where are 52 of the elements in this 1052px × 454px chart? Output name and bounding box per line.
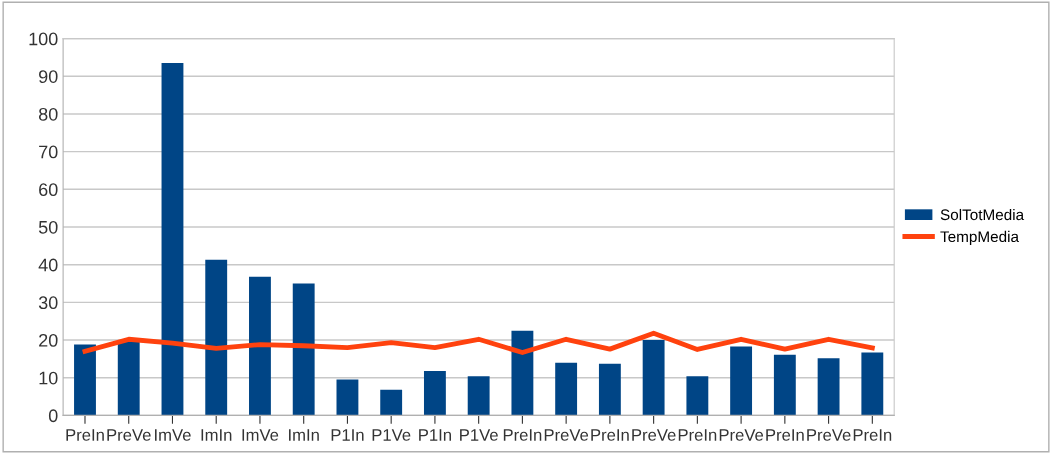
bar xyxy=(117,340,140,416)
y-tick-label: 80 xyxy=(38,107,58,121)
x-tick-label: PreIn xyxy=(766,429,804,441)
y-tick-label: 90 xyxy=(39,70,58,83)
x-tick-label: PreVe xyxy=(544,429,589,441)
bar xyxy=(423,370,446,416)
bar xyxy=(861,352,884,416)
x-tick-label: PreIn xyxy=(66,429,104,441)
x-tick-label: P1Ve xyxy=(460,429,498,441)
bar xyxy=(74,344,96,416)
x-tick-label: ImVe xyxy=(155,429,191,441)
bar xyxy=(817,358,840,416)
y-tick-label: 60 xyxy=(39,183,58,197)
x-tick-label: P1In xyxy=(419,429,451,441)
line-series xyxy=(82,330,875,355)
y-tick-label: 30 xyxy=(38,296,58,310)
x-tick-label: PreVe xyxy=(719,429,764,441)
bar xyxy=(161,63,184,416)
bar xyxy=(249,276,271,416)
y-tick-label: 50 xyxy=(38,220,58,234)
bar xyxy=(686,376,709,416)
legend-label: TempMedia xyxy=(940,230,1019,246)
bar xyxy=(555,362,578,416)
x-tick-label: ImIn xyxy=(201,429,232,441)
y-tick-label: 10 xyxy=(39,371,58,385)
bar xyxy=(205,259,228,416)
x-tick-label: ImIn xyxy=(289,429,319,441)
bar xyxy=(773,354,796,416)
y-tick-label: 100 xyxy=(29,32,58,46)
bar xyxy=(292,283,315,416)
x-tick-label: PreIn xyxy=(678,429,717,441)
bar xyxy=(380,389,403,416)
x-tick-label: P1Ve xyxy=(372,429,411,441)
y-tick-label: 20 xyxy=(39,333,58,347)
bar xyxy=(598,363,621,416)
x-tick-label: P1In xyxy=(331,429,364,441)
bar xyxy=(336,379,359,416)
legend-label: SolTotMedia xyxy=(940,208,1025,221)
x-tick-label: PreIn xyxy=(591,429,629,441)
x-tick-label: ImVe xyxy=(242,429,279,441)
y-tick-label: 70 xyxy=(39,145,58,159)
bar xyxy=(730,346,753,416)
x-tick-label: PreIn xyxy=(503,429,542,441)
x-tick-label: PreVe xyxy=(807,429,851,441)
bar xyxy=(642,340,665,416)
x-tick-label: PreIn xyxy=(853,429,892,441)
bar xyxy=(511,330,534,416)
bar xyxy=(467,376,490,416)
x-tick-label: PreVe xyxy=(107,429,151,441)
x-tick-label: PreVe xyxy=(632,429,676,441)
y-tick-label: 40 xyxy=(38,258,58,272)
y-tick-label: 0 xyxy=(48,409,58,423)
